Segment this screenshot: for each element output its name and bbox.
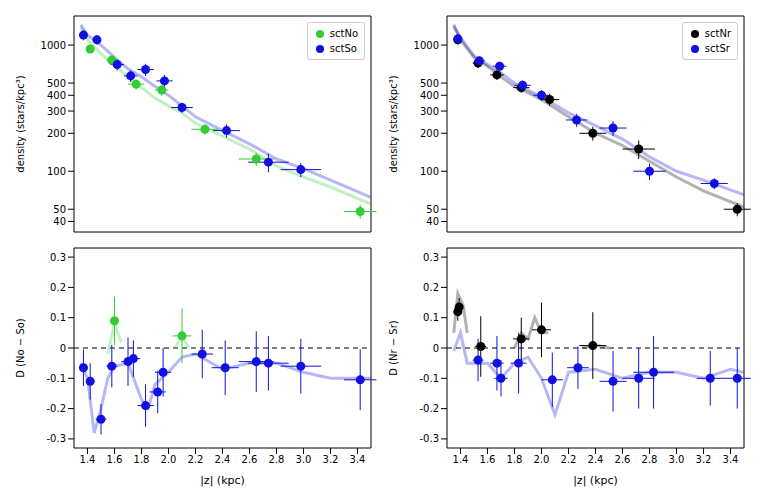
svg-text:2.2: 2.2	[561, 454, 577, 465]
svg-text:D (No − So): D (No − So)	[15, 318, 26, 378]
svg-text:1.8: 1.8	[507, 454, 523, 465]
svg-text:density (stars/kpc³): density (stars/kpc³)	[15, 75, 26, 172]
html-text:sctSr: sctSr	[704, 43, 730, 54]
svg-text:40: 40	[426, 216, 439, 227]
svg-text:500: 500	[420, 78, 439, 89]
svg-text:300: 300	[47, 106, 66, 117]
svg-text:1.6: 1.6	[480, 454, 496, 465]
svg-text:50: 50	[426, 204, 439, 215]
svg-text:density (stars/kpc³): density (stars/kpc³)	[388, 75, 399, 172]
svg-text:100: 100	[47, 166, 66, 177]
html-text:sctNo: sctNo	[329, 28, 358, 39]
svg-text:2.0: 2.0	[161, 454, 177, 465]
svg-text:-0.1: -0.1	[419, 373, 439, 384]
svg-text:2.0: 2.0	[534, 454, 550, 465]
svg-text:0.2: 0.2	[423, 282, 439, 293]
svg-text:2.4: 2.4	[588, 454, 604, 465]
svg-text:200: 200	[47, 128, 66, 139]
svg-text:0.1: 0.1	[50, 312, 66, 323]
svg-text:-0.3: -0.3	[46, 433, 66, 444]
svg-text:3.2: 3.2	[696, 454, 712, 465]
svg-text:400: 400	[420, 90, 439, 101]
svg-text:2.8: 2.8	[642, 454, 658, 465]
svg-text:0.3: 0.3	[50, 252, 66, 263]
svg-text:0.1: 0.1	[423, 312, 439, 323]
svg-text:|z| (kpc): |z| (kpc)	[200, 474, 245, 487]
svg-text:-0.2: -0.2	[46, 403, 66, 414]
html-text:sctNr: sctNr	[704, 28, 731, 39]
svg-text:0.3: 0.3	[423, 252, 439, 263]
svg-text:-0.3: -0.3	[419, 433, 439, 444]
svg-text:3.2: 3.2	[323, 454, 339, 465]
svg-text:50: 50	[53, 204, 66, 215]
svg-text:2.8: 2.8	[269, 454, 285, 465]
svg-text:3.0: 3.0	[296, 454, 312, 465]
svg-text:200: 200	[420, 128, 439, 139]
svg-text:40: 40	[53, 216, 66, 227]
svg-text:1.4: 1.4	[453, 454, 469, 465]
svg-text:1.4: 1.4	[80, 454, 96, 465]
svg-text:1.8: 1.8	[134, 454, 150, 465]
svg-text:2.4: 2.4	[215, 454, 231, 465]
svg-text:0: 0	[60, 343, 66, 354]
svg-text:1.6: 1.6	[107, 454, 123, 465]
svg-text:|z| (kpc): |z| (kpc)	[573, 474, 618, 487]
svg-text:500: 500	[47, 78, 66, 89]
svg-text:3.4: 3.4	[350, 454, 366, 465]
svg-text:0.2: 0.2	[50, 282, 66, 293]
html-text:sctSo: sctSo	[329, 43, 357, 54]
svg-text:-0.2: -0.2	[419, 403, 439, 414]
svg-text:100: 100	[420, 166, 439, 177]
svg-text:400: 400	[47, 90, 66, 101]
svg-text:1000: 1000	[41, 40, 66, 51]
svg-text:-0.1: -0.1	[46, 373, 66, 384]
svg-text:2.6: 2.6	[242, 454, 258, 465]
svg-text:1000: 1000	[414, 40, 439, 51]
svg-text:0: 0	[433, 343, 439, 354]
svg-text:2.6: 2.6	[615, 454, 631, 465]
svg-text:2.2: 2.2	[188, 454, 204, 465]
svg-text:3.4: 3.4	[723, 454, 739, 465]
svg-text:D (Nr − Sr): D (Nr − Sr)	[388, 320, 399, 376]
svg-text:300: 300	[420, 106, 439, 117]
svg-text:3.0: 3.0	[669, 454, 685, 465]
